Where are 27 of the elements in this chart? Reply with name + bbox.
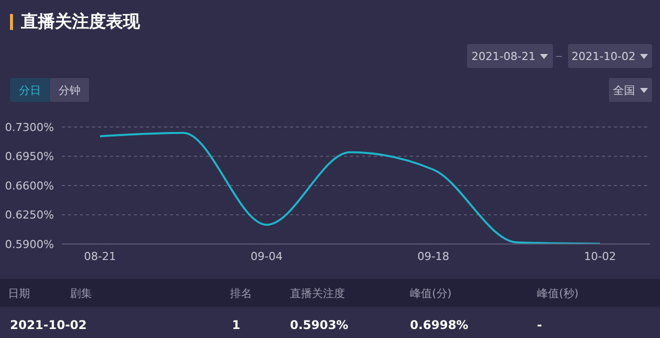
text: 直播关注度 bbox=[290, 286, 345, 301]
dropdown-field: 全国 bbox=[609, 78, 652, 102]
x-tick-label: 10-02 bbox=[584, 250, 616, 263]
line-series bbox=[99, 132, 601, 244]
toggle-button: 分日 bbox=[10, 78, 50, 102]
text: 日期 bbox=[8, 286, 30, 301]
x-tick-label: 08-21 bbox=[84, 250, 116, 263]
toggle-button: 分钟 bbox=[50, 78, 89, 102]
x-tick-label: 09-04 bbox=[250, 250, 283, 263]
text: 2021-10-02 bbox=[10, 318, 87, 332]
text: 峰值(分) bbox=[410, 286, 452, 301]
text: 峰值(秒) bbox=[537, 286, 579, 301]
y-tick-label: 0.6600% bbox=[5, 179, 54, 192]
y-tick-label: 0.5900% bbox=[5, 238, 54, 251]
text: 0.6998% bbox=[410, 318, 468, 332]
y-tick-label: 0.6250% bbox=[5, 208, 54, 222]
y-tick-label: 0.7300% bbox=[5, 120, 54, 134]
text: 排名 bbox=[230, 286, 252, 301]
text: 剧集 bbox=[70, 286, 92, 301]
text: 0.5903% bbox=[290, 318, 348, 332]
text: - bbox=[537, 318, 542, 332]
dropdown-field: 2021-08-21 bbox=[467, 44, 553, 68]
text: 1 bbox=[232, 318, 240, 332]
chart-title: 直播关注度表现 bbox=[21, 11, 140, 33]
dropdown-field: 2021-10-02 bbox=[568, 44, 652, 68]
x-tick-label: 09-18 bbox=[417, 250, 450, 263]
y-tick-label: 0.6950% bbox=[5, 150, 54, 164]
